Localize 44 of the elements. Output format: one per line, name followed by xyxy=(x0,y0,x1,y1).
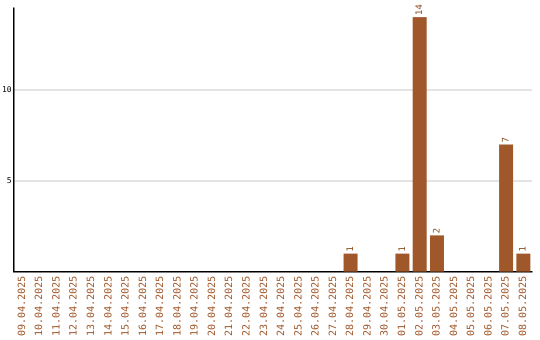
x-tick-label: 18.04.2025 xyxy=(172,276,184,336)
x-tick-label: 10.04.2025 xyxy=(34,276,46,336)
x-tick-label: 14.04.2025 xyxy=(103,276,114,336)
x-tick-label: 16.04.2025 xyxy=(138,276,149,336)
bar xyxy=(516,254,530,272)
bar xyxy=(430,235,444,272)
x-tick-label: 05.05.2025 xyxy=(466,276,478,336)
x-tick-label: 11.04.2025 xyxy=(51,276,62,336)
y-tick-label: 10 xyxy=(2,84,12,94)
x-tick-label: 09.04.2025 xyxy=(16,276,28,336)
x-tick-label: 06.05.2025 xyxy=(483,276,494,336)
x-tick-label: 26.04.2025 xyxy=(310,276,322,336)
x-tick-label: 01.05.2025 xyxy=(397,276,408,336)
bar xyxy=(412,17,427,272)
x-tick-label: 19.04.2025 xyxy=(190,276,201,336)
x-tick-label: 07.05.2025 xyxy=(500,276,512,336)
x-tick-label: 27.04.2025 xyxy=(328,276,339,336)
x-tick-label: 22.04.2025 xyxy=(241,276,252,336)
data-label: 1 xyxy=(518,246,529,252)
x-tick-label: 02.05.2025 xyxy=(414,276,426,336)
data-label: 14 xyxy=(415,4,426,16)
bar xyxy=(499,144,514,272)
x-tick-label: 28.04.2025 xyxy=(345,276,356,336)
x-tick-label: 21.04.2025 xyxy=(224,276,236,336)
x-tick-label: 23.04.2025 xyxy=(258,276,270,336)
x-tick-label: 20.04.2025 xyxy=(206,276,218,336)
x-tick-label: 03.05.2025 xyxy=(432,276,443,336)
x-tick-label: 25.04.2025 xyxy=(293,276,304,336)
bar xyxy=(344,254,358,272)
x-tick-label: 13.04.2025 xyxy=(86,276,97,336)
x-tick-label: 04.05.2025 xyxy=(448,276,460,336)
x-tick-label: 29.04.2025 xyxy=(362,276,374,336)
bar xyxy=(395,254,410,272)
x-tick-label: 08.05.2025 xyxy=(518,276,529,336)
x-tick-label: 15.04.2025 xyxy=(120,276,132,336)
x-tick-label: 12.04.2025 xyxy=(68,276,80,336)
y-tick-label: 5 xyxy=(6,176,12,185)
x-tick-label: 24.04.2025 xyxy=(276,276,288,336)
data-label: 1 xyxy=(398,246,408,252)
x-tick-label: 17.04.2025 xyxy=(155,276,166,336)
x-tick-label: 30.04.2025 xyxy=(380,276,391,336)
data-label: 1 xyxy=(346,246,356,252)
data-label: 7 xyxy=(501,137,512,142)
data-label: 2 xyxy=(432,228,442,234)
